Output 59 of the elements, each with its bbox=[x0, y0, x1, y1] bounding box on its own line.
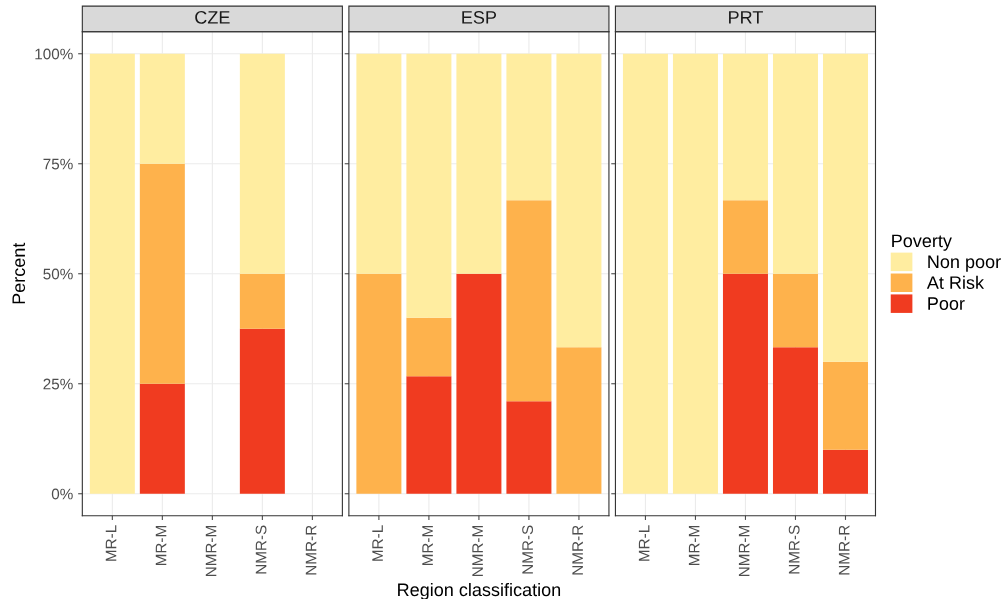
bar bbox=[456, 53, 502, 274]
legend-label: Non poor bbox=[928, 255, 1001, 272]
bar bbox=[89, 53, 135, 494]
x-tick-label: MR-M bbox=[155, 526, 167, 566]
bar bbox=[239, 53, 285, 274]
x-tick-label: MR-L bbox=[372, 525, 383, 561]
bar bbox=[772, 273, 818, 348]
bar bbox=[506, 53, 552, 201]
x-tick-label: MR-M bbox=[422, 526, 433, 566]
x-tick-label: NMR-R bbox=[572, 525, 583, 575]
legend-label: At Risk bbox=[926, 275, 985, 290]
y-tick-label: 75% bbox=[43, 158, 73, 170]
bar bbox=[772, 53, 818, 274]
x-tick-label: NMR-S bbox=[788, 525, 800, 574]
bar bbox=[506, 401, 552, 494]
bar bbox=[239, 328, 285, 494]
bar bbox=[722, 53, 768, 201]
bar bbox=[406, 53, 452, 318]
x-tick-label: MR-M bbox=[688, 526, 700, 566]
bar bbox=[672, 53, 718, 494]
bar bbox=[139, 163, 185, 384]
chart-title: ESP bbox=[462, 10, 497, 24]
bar bbox=[772, 347, 818, 494]
x-tick-label: MR-L bbox=[638, 525, 650, 561]
bar bbox=[822, 53, 868, 362]
x-tick-label: NMR-M bbox=[472, 526, 483, 577]
x-axis-title: Region classification bbox=[398, 582, 561, 599]
bar bbox=[406, 376, 452, 494]
bar bbox=[556, 347, 602, 494]
y-tick-label: 0% bbox=[51, 488, 73, 500]
x-tick-label: NMR-M bbox=[738, 526, 750, 577]
bar bbox=[722, 200, 768, 274]
bar bbox=[139, 53, 185, 164]
bar bbox=[139, 383, 185, 494]
x-tick-label: NMR-S bbox=[255, 525, 267, 574]
bar bbox=[239, 273, 285, 329]
y-tick-label: 25% bbox=[43, 378, 73, 390]
chart-title: PRT bbox=[729, 11, 763, 24]
bar bbox=[506, 200, 552, 402]
bar bbox=[406, 317, 452, 377]
bar bbox=[356, 53, 402, 274]
x-tick-label: NMR-R bbox=[305, 525, 317, 575]
bar bbox=[356, 273, 402, 494]
bar bbox=[822, 361, 868, 450]
bar bbox=[622, 53, 668, 494]
bar bbox=[822, 449, 868, 494]
bar bbox=[456, 273, 502, 494]
y-axis-title: Percent bbox=[12, 242, 26, 304]
bar bbox=[556, 53, 602, 348]
x-tick-label: MR-L bbox=[105, 525, 117, 561]
bar bbox=[722, 273, 768, 494]
y-tick-label: 50% bbox=[43, 268, 73, 280]
legend-label: Poor bbox=[928, 297, 965, 310]
y-tick-label: 100% bbox=[35, 48, 73, 60]
x-tick-label: NMR-R bbox=[838, 525, 850, 575]
legend-title: Poverty bbox=[892, 234, 952, 251]
x-tick-label: NMR-M bbox=[205, 526, 217, 577]
chart-title: CZE bbox=[195, 10, 230, 24]
x-tick-label: NMR-S bbox=[522, 525, 534, 574]
